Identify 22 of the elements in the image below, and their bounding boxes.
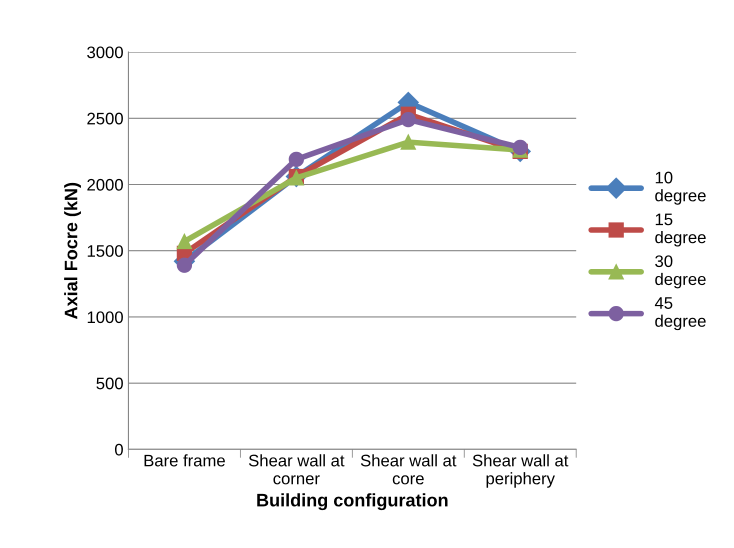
y-tick-label: 3000 bbox=[87, 46, 123, 58]
point bbox=[400, 134, 416, 150]
legend-label: 45 degree bbox=[654, 297, 706, 330]
y-tick-label: 1000 bbox=[88, 311, 123, 324]
y-axis-title: Axial Focre (kN) bbox=[64, 182, 81, 319]
legend-label: 10 degree bbox=[655, 172, 706, 205]
point bbox=[176, 258, 192, 273]
legend-label: 15 degree bbox=[655, 214, 706, 247]
point bbox=[400, 112, 416, 128]
point bbox=[176, 234, 192, 250]
legend-label: 30 degree bbox=[655, 255, 706, 288]
y-tick-label: 0 bbox=[114, 444, 123, 456]
point bbox=[288, 152, 304, 167]
y-tick-label: 2500 bbox=[87, 112, 123, 124]
y-tick-label: 1500 bbox=[88, 245, 123, 257]
y-tick-label: 500 bbox=[96, 378, 123, 390]
x-tick-label: Bare frame bbox=[144, 454, 225, 466]
x-tick-label: Shear wall at corner bbox=[248, 454, 344, 484]
x-tick-label: Shear wall at periphery bbox=[472, 454, 568, 488]
x-tick-label: Shear wall at core bbox=[360, 454, 456, 484]
x-axis-title: Building configuration bbox=[257, 493, 448, 510]
y-tick-label: 2000 bbox=[87, 178, 123, 191]
